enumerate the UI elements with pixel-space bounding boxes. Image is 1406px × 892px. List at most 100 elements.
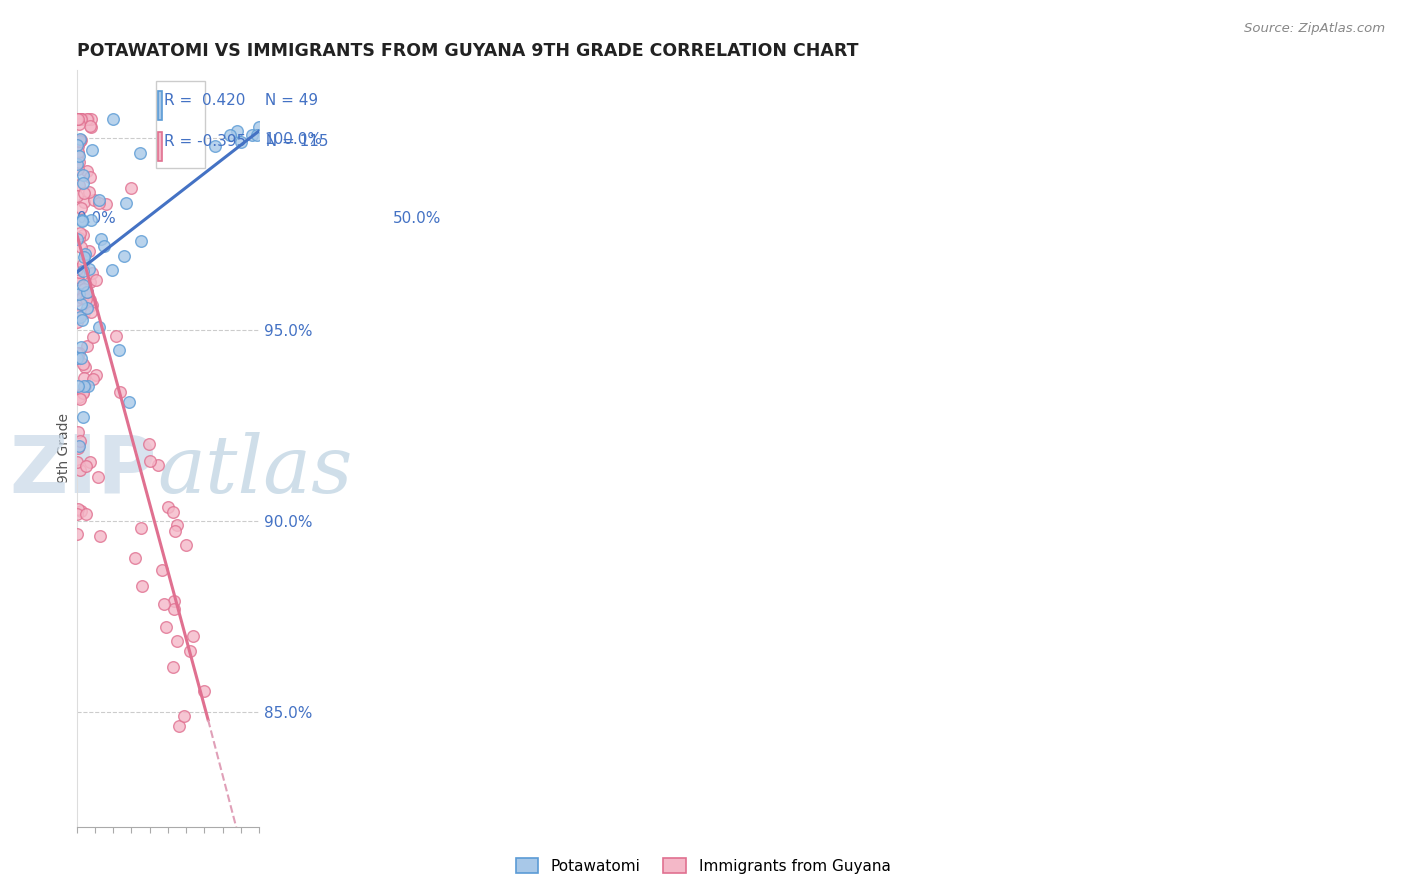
- Point: [67, 425, 90, 439]
- Point: [75, 247, 97, 261]
- Point: [67, 379, 90, 393]
- Point: [73, 194, 96, 209]
- Point: [72, 288, 94, 302]
- Point: [72, 278, 94, 293]
- Point: [72, 386, 94, 401]
- Point: [82, 298, 104, 312]
- Point: [79, 262, 101, 277]
- Point: [72, 313, 94, 327]
- Point: [179, 644, 201, 658]
- Point: [66, 526, 89, 541]
- Point: [72, 410, 94, 425]
- Text: R =  0.420    N = 49: R = 0.420 N = 49: [165, 93, 318, 108]
- Point: [66, 507, 89, 521]
- Point: [67, 390, 90, 404]
- Point: [69, 112, 91, 127]
- Bar: [159, 91, 162, 120]
- Point: [87, 193, 110, 207]
- Point: [67, 118, 90, 132]
- Text: 0.0%: 0.0%: [77, 211, 115, 227]
- Point: [146, 458, 169, 472]
- Point: [67, 139, 90, 153]
- Point: [66, 351, 89, 365]
- Point: [138, 436, 160, 450]
- Point: [84, 273, 107, 287]
- Point: [75, 360, 97, 375]
- Point: [69, 131, 91, 145]
- Point: [246, 128, 269, 142]
- Point: [66, 112, 89, 127]
- Point: [226, 124, 249, 138]
- Point: [162, 505, 184, 519]
- Point: [66, 112, 89, 127]
- Point: [75, 507, 97, 521]
- Point: [105, 329, 128, 343]
- Point: [87, 320, 110, 334]
- Point: [72, 227, 94, 242]
- Point: [84, 368, 107, 382]
- Point: [153, 597, 176, 611]
- Point: [155, 620, 177, 634]
- Point: [114, 195, 136, 210]
- Point: [156, 500, 179, 515]
- Point: [70, 504, 93, 518]
- Point: [79, 275, 101, 289]
- Point: [93, 239, 115, 253]
- Point: [70, 291, 93, 305]
- Point: [139, 453, 162, 467]
- Point: [73, 250, 96, 264]
- Point: [67, 112, 90, 127]
- Point: [75, 292, 97, 306]
- Point: [67, 287, 90, 301]
- Text: ZIP: ZIP: [10, 432, 157, 510]
- Y-axis label: 9th Grade: 9th Grade: [58, 413, 72, 483]
- Point: [75, 458, 97, 473]
- Point: [183, 629, 205, 643]
- Text: POTAWATOMI VS IMMIGRANTS FROM GUYANA 9TH GRADE CORRELATION CHART: POTAWATOMI VS IMMIGRANTS FROM GUYANA 9TH…: [77, 42, 858, 60]
- Point: [66, 293, 89, 307]
- Point: [70, 340, 93, 354]
- Text: R = -0.395    N = 115: R = -0.395 N = 115: [165, 135, 329, 150]
- Point: [67, 112, 90, 127]
- Point: [77, 185, 100, 199]
- Point: [166, 633, 188, 648]
- Point: [69, 310, 91, 325]
- Point: [70, 351, 93, 366]
- Point: [67, 112, 90, 127]
- Point: [204, 139, 226, 153]
- Point: [76, 285, 98, 299]
- Point: [69, 134, 91, 148]
- Point: [72, 168, 94, 182]
- Point: [167, 719, 190, 733]
- Point: [73, 306, 96, 320]
- Point: [66, 345, 89, 359]
- Point: [72, 370, 94, 384]
- Point: [67, 439, 90, 453]
- Point: [66, 161, 89, 176]
- Point: [66, 262, 89, 277]
- Point: [70, 201, 93, 215]
- Point: [67, 155, 90, 169]
- Point: [83, 193, 105, 207]
- Point: [72, 257, 94, 271]
- Point: [66, 270, 89, 285]
- Point: [76, 339, 98, 353]
- Point: [79, 120, 101, 134]
- Point: [73, 186, 96, 200]
- Point: [67, 134, 90, 148]
- Point: [69, 226, 91, 240]
- Point: [150, 563, 173, 577]
- Point: [70, 133, 93, 147]
- Point: [112, 249, 135, 263]
- Point: [66, 137, 89, 152]
- Point: [70, 213, 93, 227]
- Point: [163, 593, 186, 607]
- Point: [118, 395, 141, 409]
- Point: [80, 112, 103, 127]
- Point: [129, 520, 152, 534]
- Point: [79, 213, 101, 227]
- Point: [66, 314, 89, 328]
- Point: [108, 343, 131, 357]
- Point: [173, 709, 195, 723]
- Point: [66, 188, 89, 202]
